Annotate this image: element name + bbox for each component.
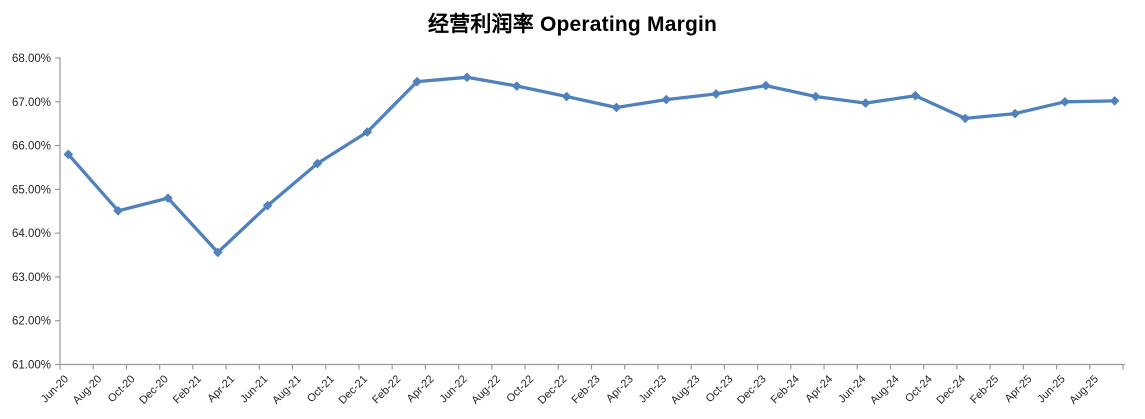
data-point-marker bbox=[312, 158, 323, 169]
x-axis-label: Aug-20 bbox=[71, 373, 105, 407]
x-axis-label: Jun-20 bbox=[39, 373, 71, 405]
chart-title: 经营利润率 Operating Margin bbox=[427, 13, 718, 36]
x-axis-label: Feb-23 bbox=[569, 373, 602, 406]
y-axis-label: 68.00% bbox=[12, 53, 51, 65]
data-point-marker bbox=[960, 113, 971, 124]
data-point-marker bbox=[63, 149, 74, 160]
data-point-marker bbox=[1010, 108, 1020, 119]
data-point-marker bbox=[1060, 96, 1070, 107]
y-axis-label: 62.00% bbox=[12, 316, 51, 328]
x-axis-label: Apr-25 bbox=[1003, 373, 1035, 405]
data-point-marker bbox=[262, 200, 273, 211]
x-axis-label: Dec-22 bbox=[536, 373, 570, 407]
x-axis-label: Jun-21 bbox=[238, 373, 270, 405]
data-point-marker bbox=[212, 247, 223, 258]
data-point-marker bbox=[611, 102, 622, 113]
x-axis-label: Oct-20 bbox=[106, 373, 138, 405]
data-point-marker bbox=[511, 81, 522, 91]
y-axis-label: 64.00% bbox=[12, 228, 51, 240]
x-axis-label: Oct-23 bbox=[704, 373, 736, 405]
x-axis-label: Feb-22 bbox=[370, 373, 403, 406]
data-point-marker bbox=[810, 91, 821, 102]
x-axis-label: Oct-22 bbox=[504, 373, 536, 405]
x-axis-label: Aug-25 bbox=[1067, 373, 1101, 407]
x-axis-label: Dec-24 bbox=[934, 373, 968, 407]
y-axis-label: 65.00% bbox=[12, 184, 51, 196]
x-axis-label: Apr-24 bbox=[803, 373, 835, 405]
data-point-marker bbox=[412, 76, 422, 87]
x-axis-label: Feb-24 bbox=[769, 373, 802, 406]
data-point-marker bbox=[163, 193, 173, 203]
data-point-marker bbox=[661, 94, 672, 105]
x-axis-label: Aug-23 bbox=[669, 373, 703, 407]
data-point-marker bbox=[711, 89, 721, 99]
x-axis-label: Jun-25 bbox=[1035, 373, 1067, 405]
y-axis-label: 67.00% bbox=[12, 97, 51, 109]
data-point-marker bbox=[113, 206, 123, 216]
data-point-marker bbox=[462, 72, 472, 83]
x-axis-label: Aug-22 bbox=[469, 373, 503, 407]
x-axis-label: Apr-22 bbox=[405, 373, 437, 405]
x-axis-label: Aug-24 bbox=[868, 373, 902, 407]
data-point-marker bbox=[860, 98, 871, 108]
x-axis-label: Oct-21 bbox=[305, 373, 337, 405]
y-axis-label: 66.00% bbox=[12, 141, 51, 153]
x-axis-label: Jun-23 bbox=[637, 373, 669, 405]
x-axis-label: Dec-21 bbox=[337, 373, 371, 407]
x-axis-label: Feb-21 bbox=[171, 373, 204, 406]
x-axis-label: Feb-25 bbox=[968, 373, 1001, 406]
data-point-marker bbox=[561, 91, 572, 102]
x-axis-label: Aug-21 bbox=[270, 373, 304, 407]
x-axis-label: Jun-24 bbox=[836, 373, 868, 405]
x-axis-label: Dec-23 bbox=[735, 373, 769, 407]
y-axis-label: 63.00% bbox=[12, 272, 51, 284]
x-axis-label: Jun-22 bbox=[437, 373, 469, 405]
x-axis-label: Dec-20 bbox=[137, 373, 171, 407]
data-point-marker bbox=[362, 127, 373, 137]
data-point-marker bbox=[910, 90, 921, 101]
series-line bbox=[66, 75, 1117, 255]
x-axis-label: Apr-21 bbox=[205, 373, 237, 405]
data-point-marker bbox=[761, 80, 771, 91]
x-axis-label: Apr-23 bbox=[604, 373, 636, 405]
y-axis-label: 61.00% bbox=[12, 360, 51, 372]
x-axis-label: Oct-24 bbox=[903, 373, 935, 405]
data-point-marker bbox=[1109, 96, 1120, 106]
